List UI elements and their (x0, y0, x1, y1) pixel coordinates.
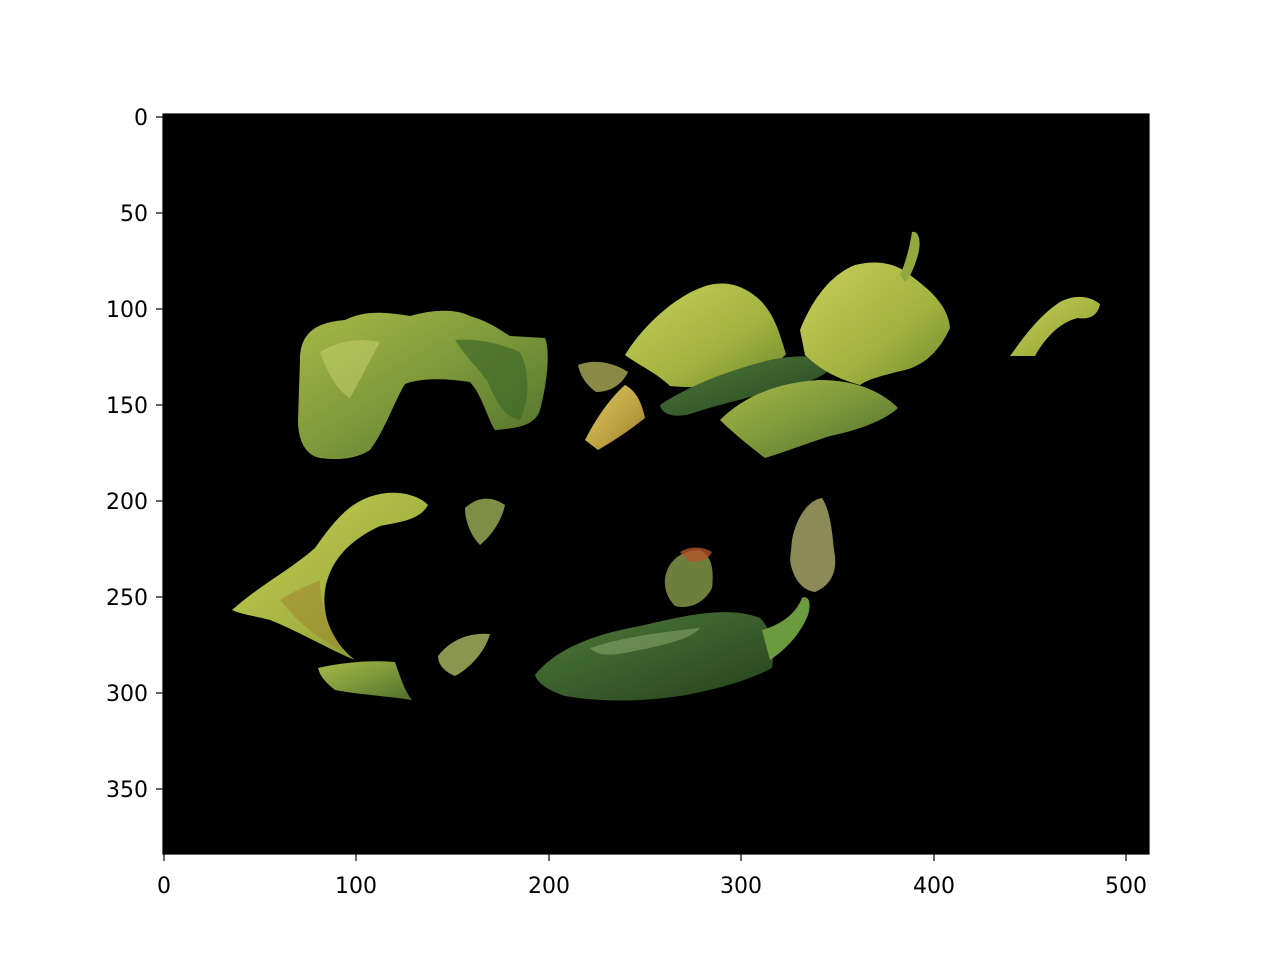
x-tick-label: 400 (913, 874, 955, 899)
pepper-highlight-jalapeno-bottom (590, 628, 700, 655)
pepper-highlight-left (320, 340, 380, 398)
y-tick-label: 0 (134, 106, 148, 131)
y-tick-label: 350 (106, 778, 148, 803)
y-tick-label: 150 (106, 394, 148, 419)
x-axis: 0 100 200 300 400 500 (157, 854, 1147, 899)
y-tick-label: 200 (106, 490, 148, 515)
pepper-fragment-slice-right (720, 380, 898, 458)
x-tick-label: 0 (157, 874, 171, 899)
pepper-fragment-small-mid (438, 633, 490, 676)
image-background (163, 114, 1149, 854)
x-tick-label: 300 (720, 874, 762, 899)
pepper-fragment-jalapeno-bottom (535, 612, 774, 701)
pepper-fragment-center-ring (578, 361, 628, 392)
y-tick-label: 250 (106, 586, 148, 611)
y-axis: 0 50 100 150 200 250 300 350 (106, 106, 163, 803)
pepper-fragment-small-top (465, 498, 505, 545)
x-tick-label: 100 (335, 874, 377, 899)
pepper-fragment-yellow-small (585, 385, 645, 450)
pepper-stem-bell-right (900, 231, 920, 282)
pepper-fragment-cap (664, 550, 713, 608)
pepper-fragment-lower-left (232, 492, 428, 660)
x-tick-label: 200 (528, 874, 570, 899)
pepper-fragment-center-top (625, 283, 786, 388)
pepper-shadow-left (455, 339, 528, 420)
y-tick-label: 50 (120, 202, 148, 227)
pepper-fragment-far-right (1010, 296, 1100, 356)
pepper-fragment-jalapeno-top (660, 356, 835, 416)
image-axes (162, 113, 1150, 855)
segmented-peppers-image (232, 231, 1100, 701)
pepper-fragment-cap-red (680, 547, 712, 562)
pepper-fragment-bell-right (800, 262, 950, 385)
x-tick-label: 500 (1105, 874, 1147, 899)
axes-frame (162, 113, 1150, 855)
pepper-shadow-lower-left (280, 580, 345, 652)
pepper-fragment-bottom-left (318, 661, 412, 700)
pepper-fragment-speckled (790, 498, 836, 592)
pepper-stem-jalapeno-bottom (762, 597, 810, 660)
y-tick-label: 300 (106, 682, 148, 707)
y-tick-label: 100 (106, 298, 148, 323)
